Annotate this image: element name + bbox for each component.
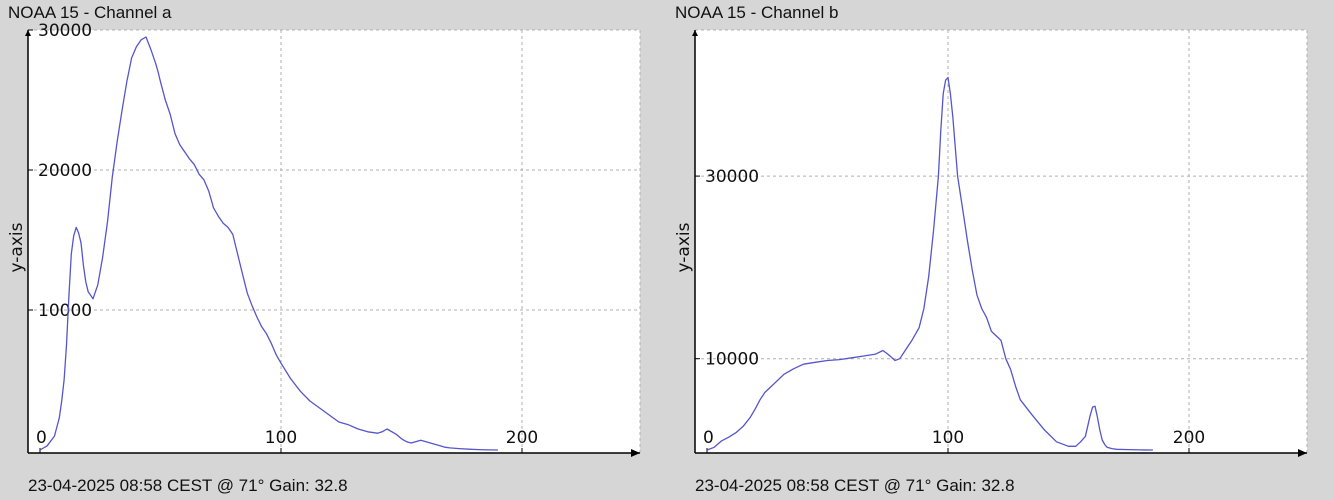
chart-title: NOAA 15 - Channel b bbox=[675, 3, 839, 22]
y-axis-arrow bbox=[692, 30, 698, 36]
x-axis-arrow bbox=[1298, 449, 1307, 457]
x-tick-label: 200 bbox=[1173, 428, 1205, 448]
series-line bbox=[39, 36, 498, 451]
series-line bbox=[706, 76, 1153, 451]
y-tick-label: 30000 bbox=[38, 21, 92, 41]
y-axis-arrow bbox=[25, 30, 31, 36]
line-chart: 0 100 200 10000 20000 30000 y-axis bbox=[7, 21, 641, 457]
x-tick-label: 0 bbox=[703, 428, 714, 448]
capture-info: 23-04-2025 08:58 CEST @ 71° Gain: 32.8 bbox=[28, 476, 348, 495]
line-chart: 0 100 200 10000 30000 y-axis bbox=[674, 29, 1308, 457]
y-tick-label: 10000 bbox=[705, 350, 759, 370]
y-axis-label: y-axis bbox=[7, 222, 27, 272]
x-axis-arrow bbox=[631, 449, 640, 457]
x-tick-label: 100 bbox=[265, 428, 297, 448]
capture-info: 23-04-2025 08:58 CEST @ 71° Gain: 32.8 bbox=[695, 476, 1015, 495]
chart-panel-a: NOAA 15 - Channel a 0 100 200 10000 20000 300… bbox=[0, 0, 645, 500]
y-axis-label: y-axis bbox=[674, 222, 694, 272]
chart-title: NOAA 15 - Channel a bbox=[8, 3, 172, 22]
y-tick-label: 10000 bbox=[38, 301, 92, 321]
chart-panel-b: NOAA 15 - Channel b 0 100 200 10000 30000 y-a… bbox=[667, 0, 1312, 500]
plot-area bbox=[695, 30, 1307, 453]
x-tick-label: 0 bbox=[36, 428, 47, 448]
x-tick-label: 100 bbox=[932, 428, 964, 448]
y-tick-label: 20000 bbox=[38, 161, 92, 181]
x-tick-label: 200 bbox=[506, 428, 538, 448]
plot-area bbox=[28, 30, 640, 453]
y-tick-label: 30000 bbox=[705, 167, 759, 187]
